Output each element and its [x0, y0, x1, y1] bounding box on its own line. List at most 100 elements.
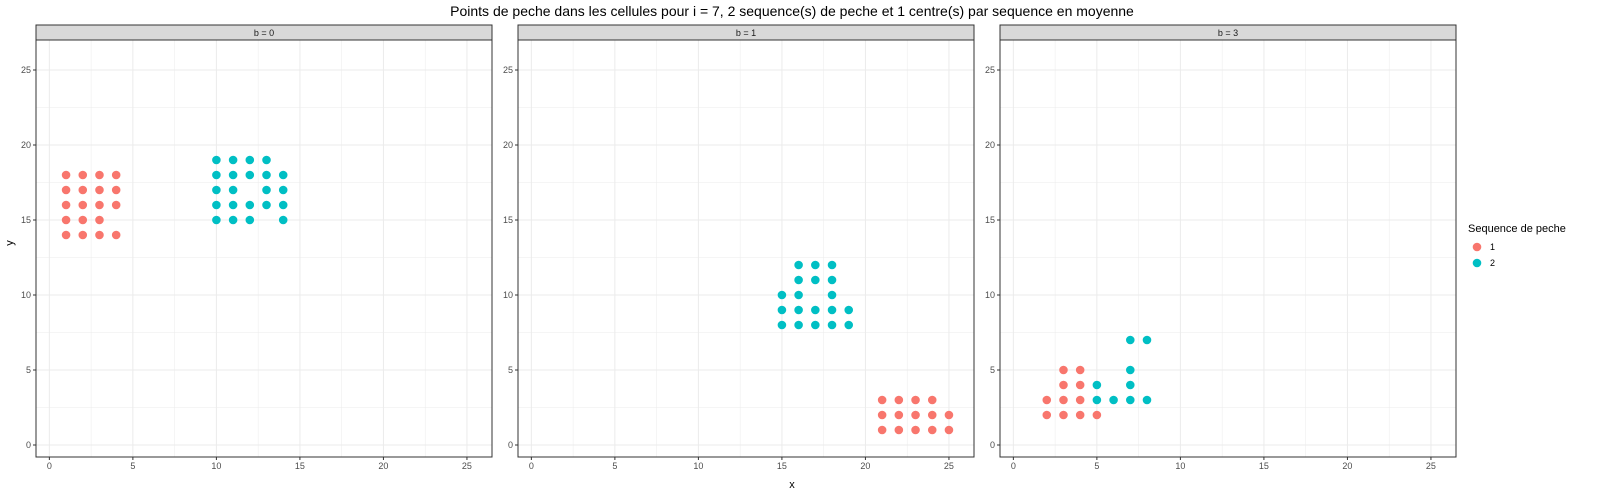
- data-point-series-2: [212, 170, 221, 180]
- facet-strip-label: b = 0: [254, 28, 274, 38]
- x-tick-label: 5: [130, 461, 135, 471]
- data-point-series-2: [811, 275, 820, 285]
- data-point-series-1: [927, 425, 937, 435]
- data-point-series-2: [811, 260, 820, 270]
- y-tick-label: 5: [508, 365, 513, 375]
- panel-border: [999, 39, 1457, 458]
- data-point-series-2: [811, 320, 820, 330]
- data-point-series-1: [61, 170, 71, 180]
- data-point-series-1: [78, 200, 88, 210]
- x-tick-label: 25: [1426, 461, 1436, 471]
- data-point-series-1: [78, 185, 88, 195]
- y-tick-label: 20: [503, 140, 513, 150]
- panel-points: [777, 260, 954, 435]
- data-point-series-2: [844, 320, 854, 330]
- y-tick-label: 0: [990, 440, 995, 450]
- data-point-series-2: [212, 155, 221, 165]
- data-point-series-1: [1059, 410, 1068, 420]
- data-point-series-1: [894, 410, 904, 420]
- facet-panel-3: b = 3 0 5 10 15 20 25 0 5 10 15 20 25: [985, 24, 1457, 471]
- data-point-series-1: [95, 215, 104, 225]
- y-tick-label: 15: [503, 215, 513, 225]
- data-point-series-2: [1142, 335, 1152, 345]
- data-point-series-2: [1109, 395, 1118, 405]
- x-tick-label: 15: [1259, 461, 1269, 471]
- data-point-series-2: [1092, 380, 1102, 390]
- data-point-series-2: [278, 215, 288, 225]
- data-point-series-2: [794, 305, 803, 315]
- x-tick-label: 0: [529, 461, 534, 471]
- legend-title: Sequence de peche: [1468, 223, 1566, 235]
- data-point-series-1: [78, 215, 88, 225]
- data-point-series-2: [262, 155, 271, 165]
- data-point-series-1: [78, 170, 88, 180]
- legend-label-1: 1: [1490, 242, 1495, 252]
- y-tick-label: 5: [26, 365, 31, 375]
- data-point-series-2: [827, 275, 837, 285]
- facet-strip-label: b = 3: [1218, 28, 1238, 38]
- panel-grid: [1000, 40, 1456, 457]
- panel-points: [61, 155, 288, 240]
- panel-points: [1042, 335, 1152, 420]
- facet-panels: b = 0 0 5 10 15 20 25 0 5 10 15 20 25 b = 1 0 5 10 15 20 25…: [21, 24, 1457, 471]
- data-point-series-1: [95, 200, 104, 210]
- data-point-series-1: [877, 425, 887, 435]
- x-tick-label: 0: [47, 461, 52, 471]
- data-point-series-2: [827, 305, 837, 315]
- x-tick-label: 20: [1342, 461, 1352, 471]
- data-point-series-2: [245, 215, 255, 225]
- legend-key-2: [1472, 258, 1482, 268]
- data-point-series-1: [1059, 380, 1068, 390]
- y-axis-label: y: [4, 240, 16, 246]
- data-point-series-2: [262, 200, 271, 210]
- data-point-series-2: [212, 185, 221, 195]
- y-tick-label: 10: [21, 290, 31, 300]
- data-point-series-2: [794, 290, 803, 300]
- data-point-series-2: [228, 170, 238, 180]
- data-point-series-2: [844, 305, 854, 315]
- data-point-series-2: [777, 290, 787, 300]
- x-tick-label: 0: [1011, 461, 1016, 471]
- y-tick-label: 20: [985, 140, 995, 150]
- y-tick-label: 0: [508, 440, 513, 450]
- y-tick-label: 25: [21, 65, 31, 75]
- data-point-series-1: [877, 395, 887, 405]
- x-tick-label: 10: [211, 461, 221, 471]
- data-point-series-2: [228, 200, 238, 210]
- data-point-series-2: [228, 215, 238, 225]
- x-tick-label: 10: [693, 461, 703, 471]
- data-point-series-1: [111, 185, 121, 195]
- legend-key-1: [1472, 242, 1482, 252]
- data-point-series-1: [944, 410, 954, 420]
- data-point-series-1: [61, 215, 71, 225]
- data-point-series-2: [228, 185, 238, 195]
- data-point-series-1: [877, 410, 887, 420]
- panel-grid: [36, 40, 492, 457]
- y-tick-label: 5: [990, 365, 995, 375]
- panel-background: [518, 40, 974, 457]
- legend: Sequence de peche 12: [1468, 223, 1566, 268]
- panel-grid: [518, 40, 974, 457]
- data-point-series-1: [944, 425, 954, 435]
- x-tick-label: 5: [612, 461, 617, 471]
- data-point-series-2: [777, 305, 787, 315]
- data-point-series-1: [1075, 365, 1085, 375]
- data-point-series-2: [827, 290, 837, 300]
- panel-border: [35, 39, 493, 458]
- data-point-series-1: [1059, 395, 1068, 405]
- y-tick-label: 10: [503, 290, 513, 300]
- x-tick-label: 25: [944, 461, 954, 471]
- data-point-series-2: [262, 170, 271, 180]
- facet-panel-2: b = 1 0 5 10 15 20 25 0 5 10 15 20 25: [503, 24, 975, 471]
- y-tick-label: 25: [985, 65, 995, 75]
- x-tick-label: 20: [860, 461, 870, 471]
- data-point-series-1: [1059, 365, 1068, 375]
- data-point-series-1: [111, 230, 121, 240]
- data-point-series-2: [278, 200, 288, 210]
- y-tick-label: 15: [21, 215, 31, 225]
- data-point-series-2: [228, 155, 238, 165]
- data-point-series-2: [1092, 395, 1102, 405]
- x-tick-label: 15: [295, 461, 305, 471]
- y-tick-label: 15: [985, 215, 995, 225]
